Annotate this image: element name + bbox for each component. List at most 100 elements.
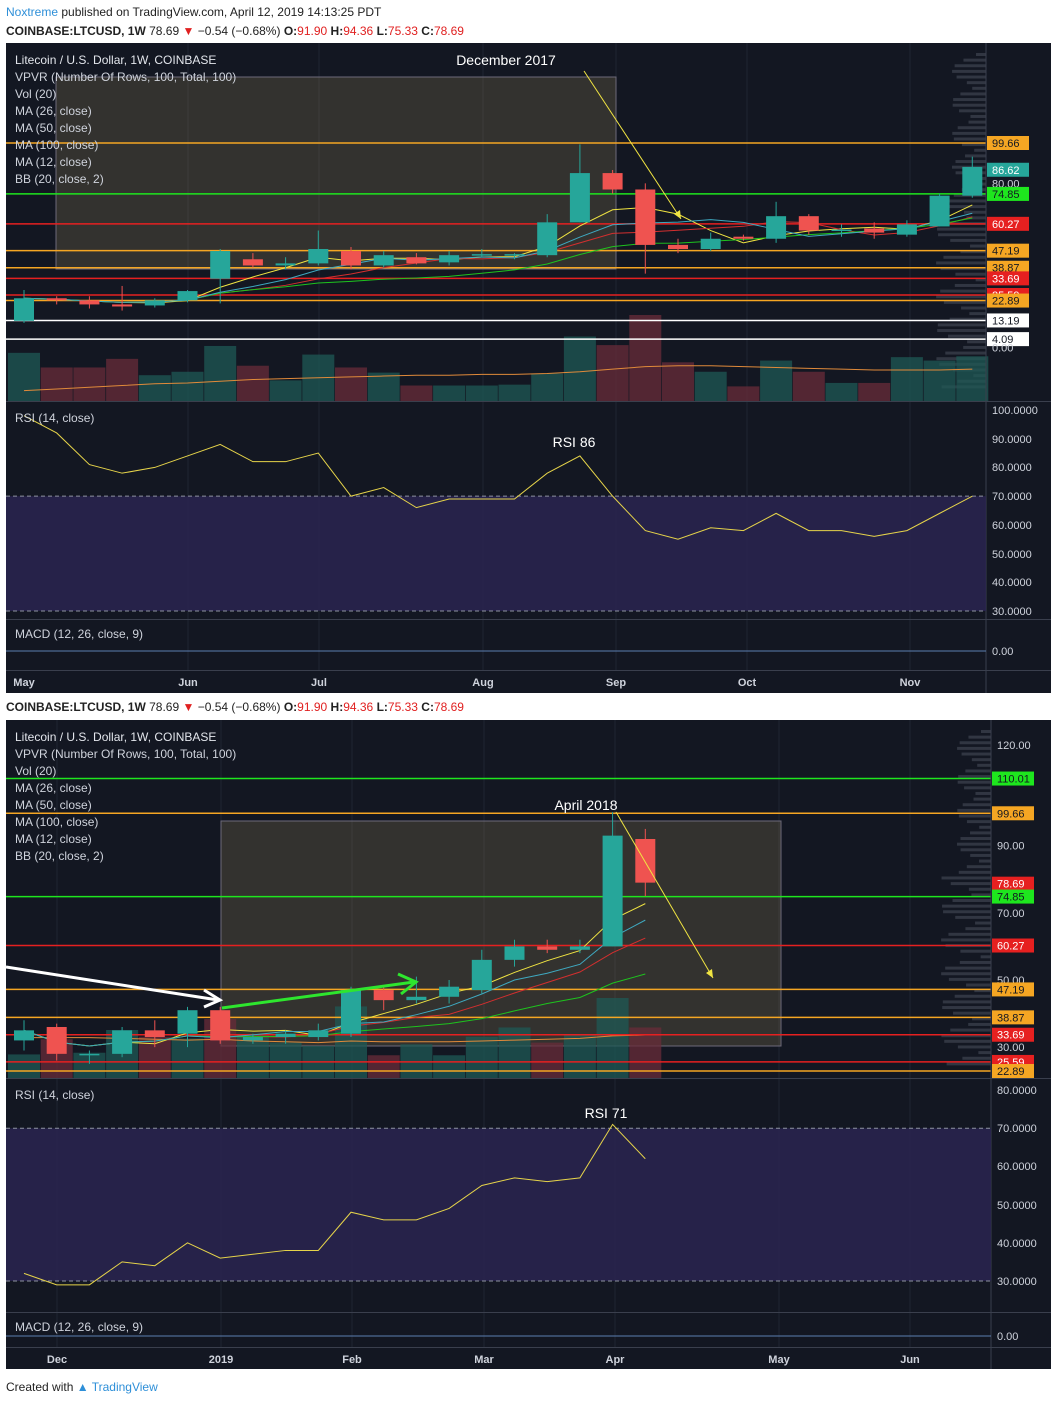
candle-body bbox=[373, 255, 394, 266]
vpvr-bar bbox=[957, 842, 991, 846]
price-tick-label: 33.69 bbox=[997, 1030, 1025, 1042]
rsi-tick-label: 40.0000 bbox=[997, 1238, 1037, 1250]
vpvr-bar bbox=[975, 791, 991, 795]
vpvr-bar bbox=[953, 137, 986, 141]
candle-body bbox=[308, 249, 329, 264]
vpvr-bar bbox=[942, 1000, 991, 1004]
close-label: C: bbox=[421, 24, 434, 38]
rsi-tick-label: 80.0000 bbox=[997, 1085, 1037, 1097]
candle-body bbox=[504, 946, 525, 960]
low-value: 75.33 bbox=[387, 24, 418, 38]
vpvr-bar bbox=[966, 983, 991, 987]
open-value: 91.90 bbox=[297, 24, 328, 38]
indicator-legend: BB (20, close, 2) bbox=[15, 172, 104, 186]
symbol-line-2: COINBASE:LTCUSD, 1W 78.69 ▼ −0.54 (−0.68… bbox=[6, 700, 464, 714]
vpvr-bar bbox=[973, 797, 991, 801]
volume-bar bbox=[563, 336, 596, 401]
symbol-line: COINBASE:LTCUSD, 1W 78.69 ▼ −0.54 (−0.68… bbox=[6, 24, 464, 38]
candle-body bbox=[864, 228, 885, 233]
tradingview-link[interactable]: TradingView bbox=[91, 1380, 158, 1394]
candle-body bbox=[275, 1033, 296, 1038]
volume-bar bbox=[8, 352, 40, 401]
vpvr-bar bbox=[945, 205, 986, 209]
vpvr-bar bbox=[938, 233, 986, 237]
volume-bar bbox=[433, 385, 466, 401]
time-tick-label: May bbox=[768, 1354, 790, 1366]
price-badge bbox=[992, 1027, 1034, 1042]
candle-body bbox=[896, 224, 917, 235]
change: −0.54 (−0.68%) bbox=[197, 24, 281, 38]
trend-arrow-head bbox=[706, 969, 713, 978]
volume-bar bbox=[433, 1055, 466, 1078]
volume-bar bbox=[269, 1042, 302, 1078]
vpvr-bar bbox=[976, 53, 986, 56]
volume-bar bbox=[792, 371, 825, 401]
last-price: 78.69 bbox=[149, 24, 180, 38]
indicator-legend: MA (12, close) bbox=[15, 155, 92, 169]
macd-title: MACD (12, 26, close, 9) bbox=[15, 627, 143, 641]
vpvr-bar bbox=[942, 1006, 991, 1010]
candle-body bbox=[79, 1053, 100, 1056]
volume-bar bbox=[760, 360, 793, 401]
vpvr-bar bbox=[953, 98, 986, 102]
down-triangle-icon: ▼ bbox=[182, 700, 195, 714]
vpvr-bar bbox=[963, 210, 986, 214]
chart-panel-2[interactable]: 120.00 110.01 99.66 90.00 78.69 74.85 70.00 60.… bbox=[5, 720, 1051, 1369]
author-link[interactable]: Noxtreme bbox=[6, 5, 59, 19]
rsi-tick-label: 90.0000 bbox=[992, 434, 1032, 446]
time-tick-label: Aug bbox=[472, 677, 493, 689]
symbol: COINBASE:LTCUSD, 1W bbox=[6, 24, 146, 38]
rsi-tick-label: 30.0000 bbox=[997, 1276, 1037, 1288]
vpvr-bar bbox=[972, 1017, 991, 1021]
candle-body bbox=[144, 1030, 165, 1038]
vpvr-bar bbox=[961, 752, 991, 756]
price-badge bbox=[987, 243, 1029, 258]
vpvr-bar bbox=[948, 334, 986, 338]
down-triangle-icon: ▼ bbox=[182, 24, 195, 38]
date-annotation: December 2017 bbox=[456, 52, 556, 68]
price-tick-label: 33.69 bbox=[992, 273, 1020, 285]
candle-body bbox=[635, 838, 656, 883]
vpvr-bar bbox=[971, 893, 991, 897]
chart-panel-1[interactable]: 99.66 86.62 80.00 74.85 60.27 47.19 38.87 33.69… bbox=[6, 43, 1051, 693]
vpvr-bar bbox=[969, 312, 986, 316]
vpvr-bar bbox=[980, 955, 991, 959]
volume-bar bbox=[138, 375, 171, 401]
candle-body bbox=[242, 1037, 263, 1041]
macd-tick-label: 0.00 bbox=[992, 646, 1013, 658]
rsi-band bbox=[6, 496, 986, 611]
candle-body bbox=[668, 244, 688, 250]
time-tick-label: Jun bbox=[900, 1354, 920, 1366]
price-tick-label: 70.00 bbox=[997, 908, 1025, 920]
candle-body bbox=[144, 300, 165, 306]
vpvr-bar bbox=[941, 1034, 991, 1038]
vpvr-bar bbox=[958, 814, 991, 818]
volume-bar bbox=[40, 367, 73, 401]
vpvr-bar bbox=[945, 966, 991, 970]
time-tick-label: Dec bbox=[47, 1354, 67, 1366]
volume-bar bbox=[629, 1027, 662, 1078]
close-value: 78.69 bbox=[433, 24, 464, 38]
indicator-legend: MA (26, close) bbox=[15, 781, 92, 795]
vpvr-bar bbox=[954, 64, 986, 68]
price-badge bbox=[987, 216, 1029, 231]
volume-bar bbox=[465, 1036, 498, 1078]
volume-bar bbox=[596, 345, 629, 401]
price-badge bbox=[987, 313, 1029, 328]
indicator-legend: VPVR (Number Of Rows, 100, Total, 100) bbox=[15, 747, 236, 761]
price-tick-label: 120.00 bbox=[997, 740, 1031, 752]
vpvr-bar bbox=[966, 216, 986, 220]
moving-average-line bbox=[23, 204, 973, 304]
volume-bar bbox=[596, 998, 629, 1078]
rsi-band bbox=[6, 1128, 991, 1281]
vpvr-bar bbox=[966, 820, 991, 824]
price-badge bbox=[987, 271, 1029, 286]
volume-bar bbox=[531, 373, 564, 401]
price-tick-label: 47.19 bbox=[997, 984, 1025, 996]
time-tick-label: Oct bbox=[738, 677, 757, 689]
chart-title: Litecoin / U.S. Dollar, 1W, COINBASE bbox=[15, 53, 216, 67]
vpvr-bar bbox=[957, 1045, 991, 1049]
candle-body bbox=[242, 259, 263, 266]
price-badge bbox=[987, 260, 1029, 275]
